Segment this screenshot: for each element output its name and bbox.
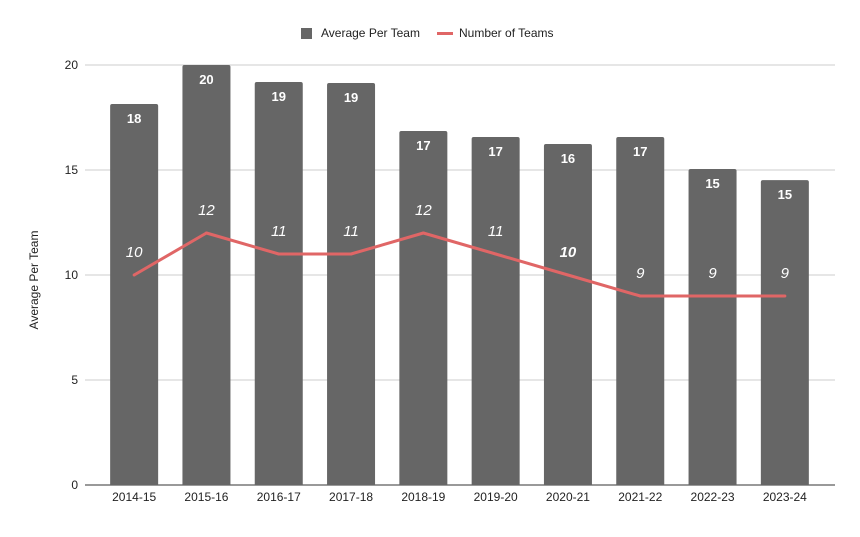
line-data-label: 9 bbox=[708, 265, 717, 282]
line-data-label: 9 bbox=[781, 265, 790, 282]
line-point bbox=[204, 231, 208, 235]
y-tick-label: 20 bbox=[65, 58, 79, 72]
line-data-label: 9 bbox=[636, 265, 645, 282]
x-tick-label: 2023-24 bbox=[763, 490, 807, 504]
y-tick-label: 5 bbox=[71, 373, 78, 387]
line-point bbox=[783, 294, 787, 298]
legend-swatch-bar bbox=[301, 28, 312, 39]
bar-data-label: 20 bbox=[199, 72, 213, 87]
bar-data-label: 19 bbox=[344, 90, 358, 105]
line-point bbox=[277, 252, 281, 256]
x-tick-label: 2016-17 bbox=[257, 490, 301, 504]
x-tick-label: 2018-19 bbox=[401, 490, 445, 504]
line-point bbox=[711, 294, 715, 298]
y-tick-label: 0 bbox=[71, 478, 78, 492]
bar-data-label: 16 bbox=[561, 151, 575, 166]
bar-data-label: 17 bbox=[633, 144, 647, 159]
bar bbox=[327, 83, 376, 485]
bar-data-label: 15 bbox=[778, 187, 792, 202]
bar bbox=[399, 130, 448, 485]
line-point bbox=[494, 252, 498, 256]
bar bbox=[688, 168, 737, 485]
x-tick-label: 2020-21 bbox=[546, 490, 590, 504]
y-tick-label: 10 bbox=[65, 268, 79, 282]
bar-data-label: 18 bbox=[127, 111, 141, 126]
bar-data-label: 15 bbox=[705, 176, 719, 191]
legend-label-line: Number of Teams bbox=[459, 26, 553, 40]
line-point bbox=[132, 273, 136, 277]
line-data-label: 11 bbox=[488, 223, 504, 240]
bar-data-label: 17 bbox=[488, 144, 502, 159]
y-tick-label: 15 bbox=[65, 163, 79, 177]
bar bbox=[760, 180, 809, 485]
y-axis-title: Average Per Team bbox=[27, 231, 41, 330]
bar bbox=[110, 104, 159, 485]
bar bbox=[254, 82, 303, 485]
x-tick-label: 2022-23 bbox=[691, 490, 735, 504]
line-data-label: 10 bbox=[126, 244, 143, 261]
line-point bbox=[566, 273, 570, 277]
bar-data-label: 17 bbox=[416, 138, 430, 153]
legend-swatch-line bbox=[437, 32, 453, 35]
bar bbox=[471, 137, 520, 485]
line-data-label: 12 bbox=[198, 202, 215, 219]
line-data-label: 12 bbox=[415, 202, 432, 219]
bar bbox=[616, 137, 665, 485]
bar-data-label: 19 bbox=[272, 89, 286, 104]
bar bbox=[543, 143, 592, 485]
x-tick-label: 2019-20 bbox=[474, 490, 518, 504]
line-point bbox=[421, 231, 425, 235]
x-tick-label: 2017-18 bbox=[329, 490, 373, 504]
line-data-label: 10 bbox=[560, 244, 577, 261]
line-series bbox=[133, 231, 785, 298]
x-tick-label: 2015-16 bbox=[184, 490, 228, 504]
bar bbox=[182, 65, 231, 485]
line-point bbox=[349, 252, 353, 256]
x-tick-label: 2014-15 bbox=[112, 490, 156, 504]
legend-label-bar: Average Per Team bbox=[321, 26, 420, 40]
legend: Average Per Team Number of Teams bbox=[301, 26, 553, 40]
line-data-label: 11 bbox=[343, 223, 359, 240]
line-data-label: 11 bbox=[271, 223, 287, 240]
x-tick-label: 2021-22 bbox=[618, 490, 662, 504]
line-point bbox=[638, 294, 642, 298]
